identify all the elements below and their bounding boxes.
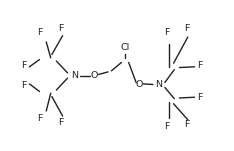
Text: N: N bbox=[155, 80, 162, 89]
Text: F: F bbox=[164, 122, 169, 132]
Text: F: F bbox=[21, 61, 26, 70]
Text: F: F bbox=[37, 27, 42, 37]
Text: F: F bbox=[197, 93, 203, 102]
Text: O: O bbox=[136, 80, 143, 89]
Text: F: F bbox=[58, 24, 63, 33]
Text: N: N bbox=[71, 71, 78, 80]
Text: F: F bbox=[37, 114, 42, 124]
Text: Cl: Cl bbox=[120, 43, 129, 52]
Text: F: F bbox=[197, 61, 203, 70]
Text: F: F bbox=[21, 81, 26, 90]
Text: F: F bbox=[164, 27, 169, 37]
Text: F: F bbox=[184, 120, 189, 129]
Text: O: O bbox=[91, 71, 98, 80]
Text: F: F bbox=[184, 24, 189, 33]
Text: F: F bbox=[58, 118, 63, 127]
